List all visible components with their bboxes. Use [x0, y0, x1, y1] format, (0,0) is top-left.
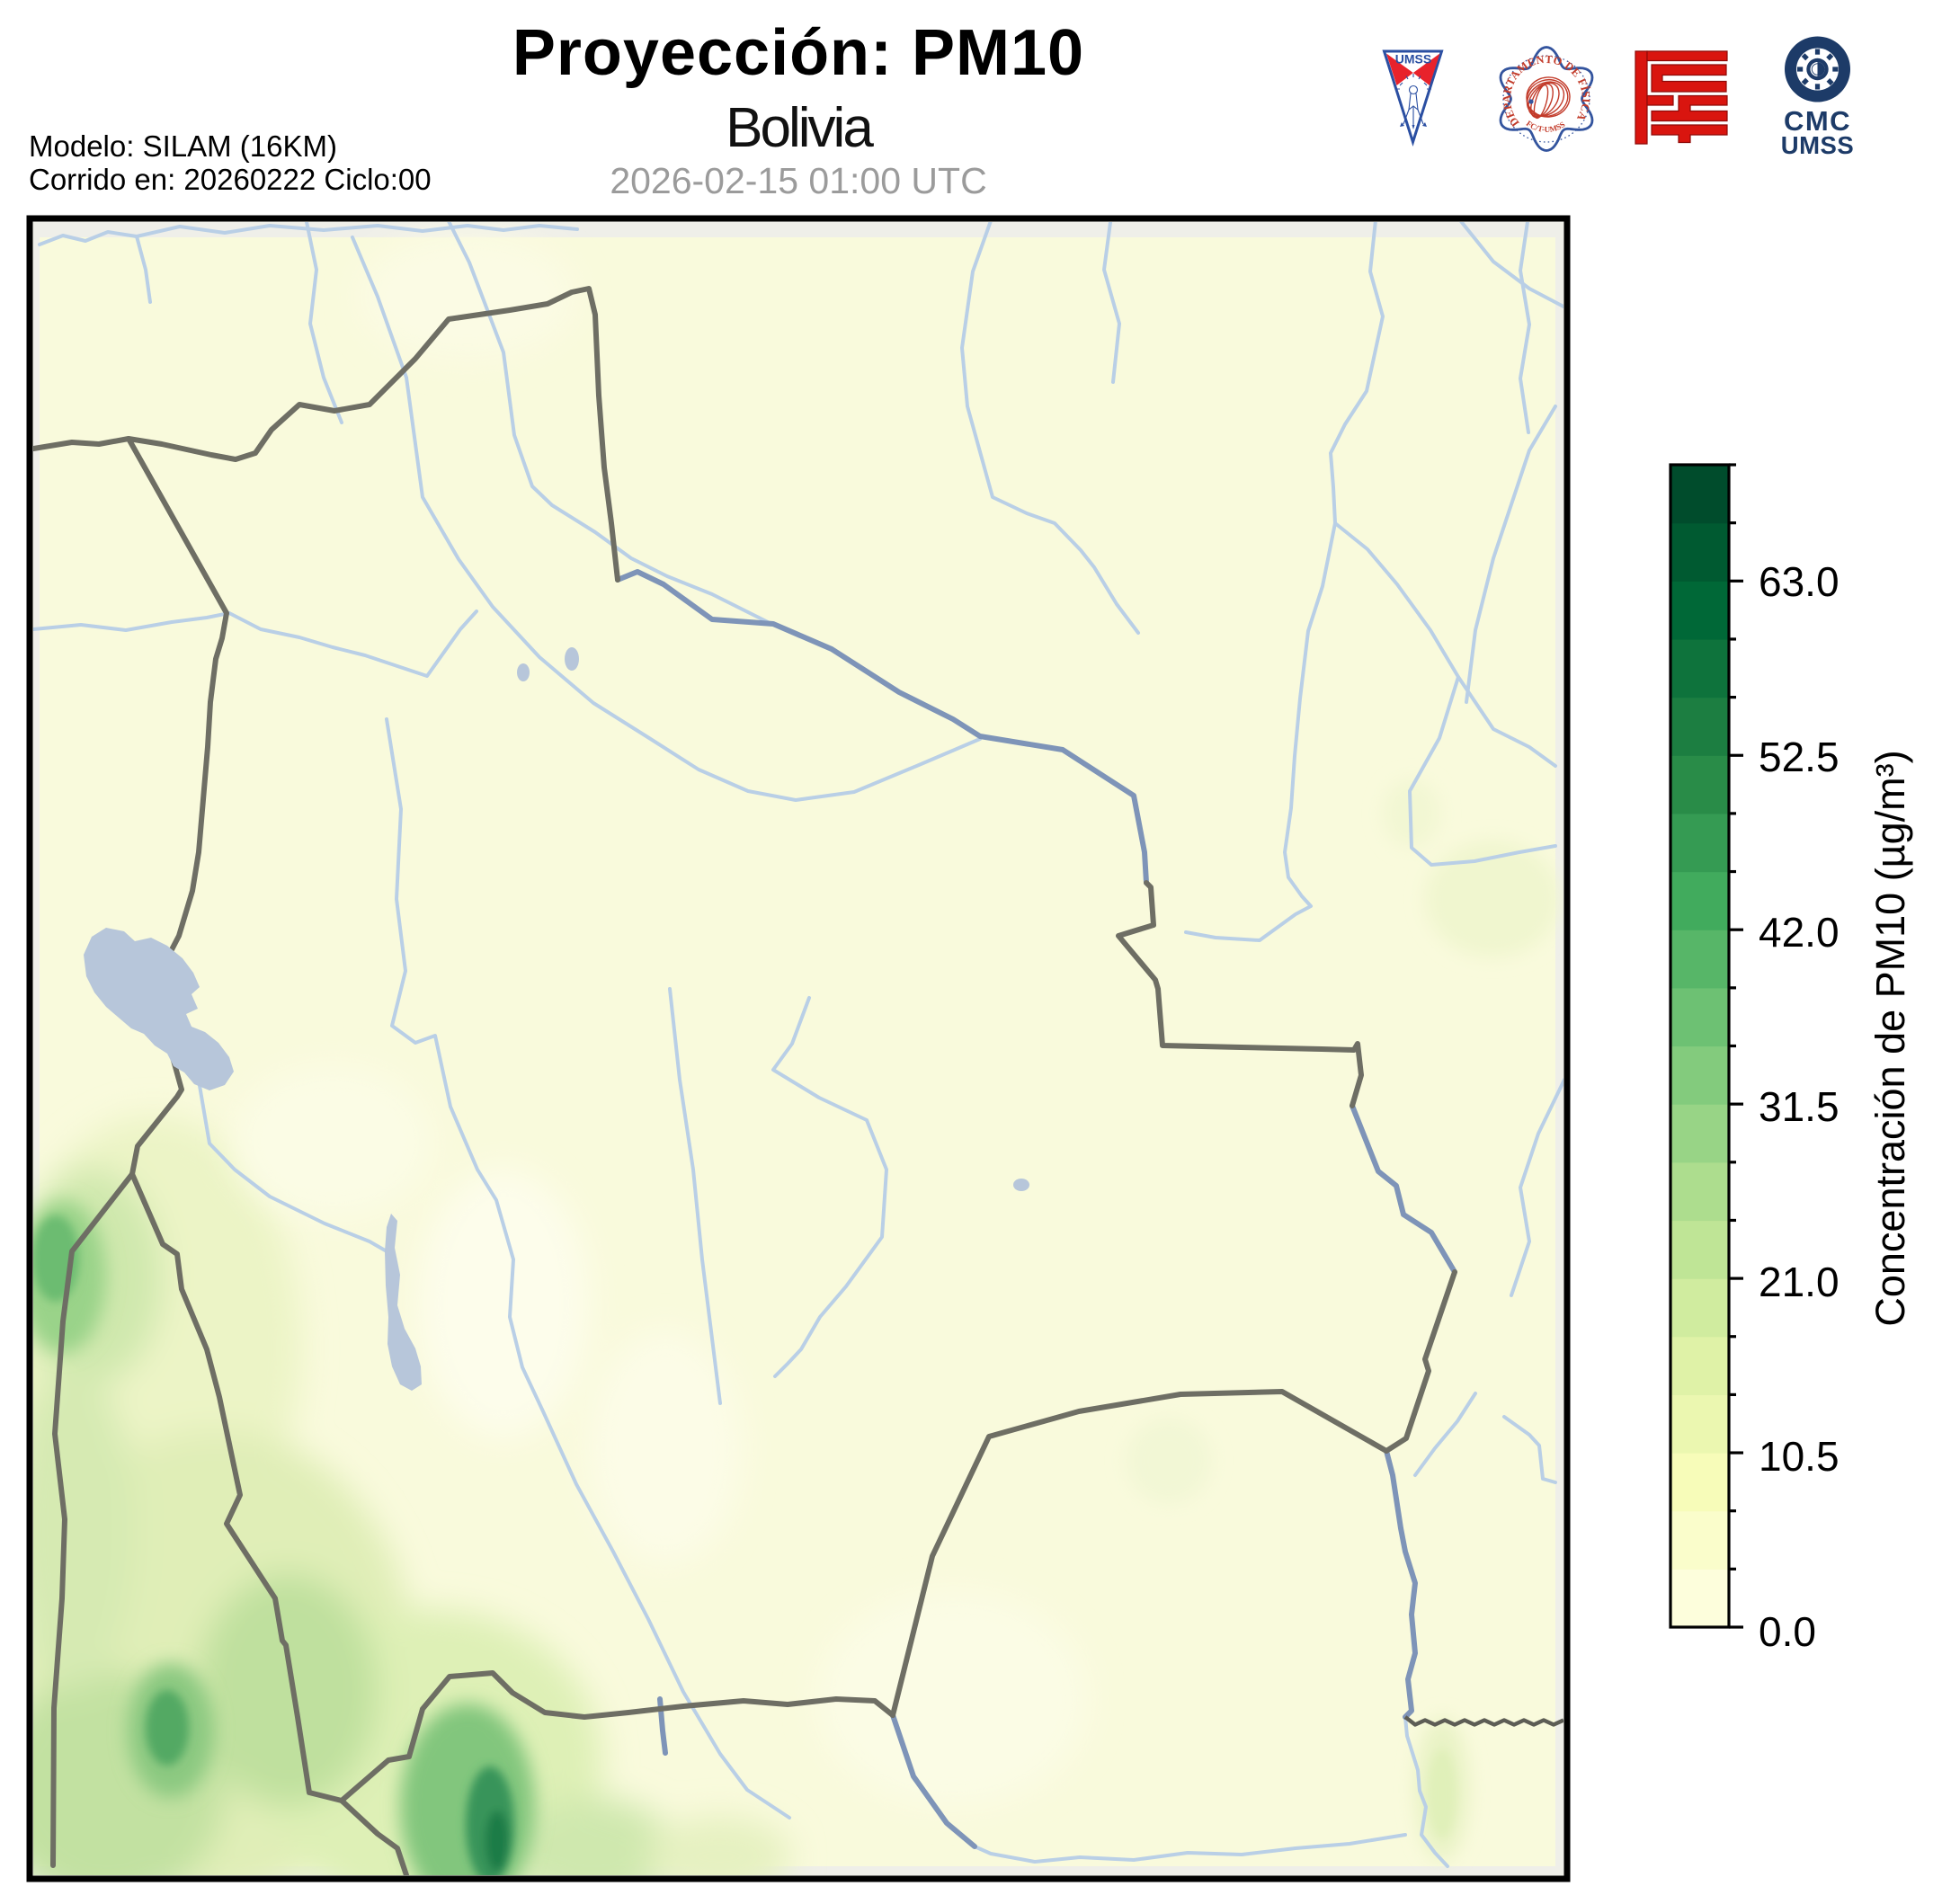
svg-text:CMC: CMC	[1784, 105, 1851, 137]
svg-text:UMSS: UMSS	[1781, 131, 1854, 159]
svg-text:UMSS: UMSS	[1395, 52, 1431, 67]
